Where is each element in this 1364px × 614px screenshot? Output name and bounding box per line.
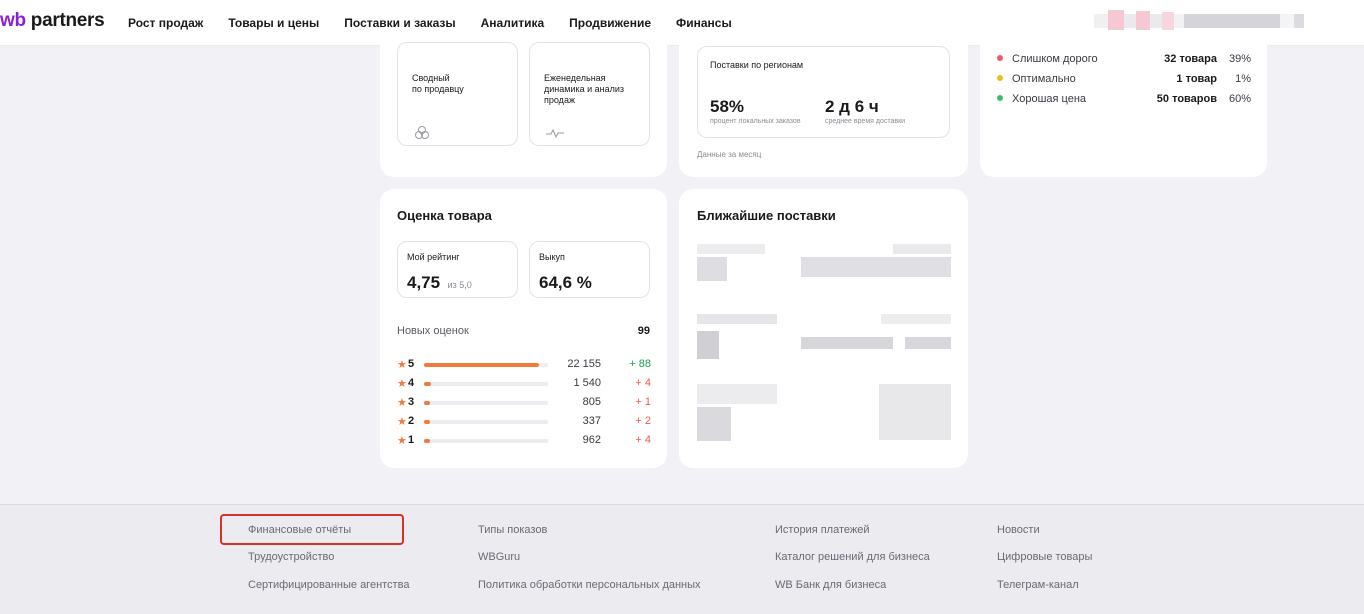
nearest-supplies-card: Ближайшие поставки xyxy=(679,189,968,468)
star-4-bar xyxy=(424,382,432,386)
reports-card: Сводный по продавцу Еженедельная динамик… xyxy=(380,30,667,177)
footer-link-employment[interactable]: Трудоустройство xyxy=(248,551,335,563)
star-5-bar xyxy=(424,363,540,367)
footer-link-news[interactable]: Новости xyxy=(997,524,1040,536)
wb-partners-logo[interactable]: wb partners xyxy=(0,10,105,31)
rating-title: Оценка товара xyxy=(397,208,492,223)
weekly-dynamics-tile[interactable]: Еженедельная динамика и анализ продаж xyxy=(529,42,650,146)
top-navigation-bar: wb partners Рост продаж Товары и цены По… xyxy=(0,0,1364,46)
new-reviews-value: 99 xyxy=(637,325,650,337)
local-orders-value: 58% xyxy=(710,97,745,116)
footer xyxy=(0,504,1364,614)
star-row-3: ★ 3 805 + 1 xyxy=(397,396,651,409)
nav-item-analytics[interactable]: Аналитика xyxy=(480,16,545,30)
red-dot-icon xyxy=(997,55,1003,62)
price-row-good-price[interactable]: Хорошая цена 50 товаров 60% xyxy=(997,93,1251,105)
regions-card: Поставки по регионам 58% процент локальн… xyxy=(679,30,968,177)
nav-item-finance[interactable]: Финансы xyxy=(676,16,732,30)
star-row-2: ★ 2 337 + 2 xyxy=(397,415,651,428)
price-analysis-card xyxy=(980,30,1267,177)
green-dot-icon xyxy=(997,95,1003,102)
supplies-title: Ближайшие поставки xyxy=(697,208,836,223)
footer-link-privacy-policy[interactable]: Политика обработки персональных данных xyxy=(478,579,701,591)
footer-link-display-types[interactable]: Типы показов xyxy=(478,524,548,536)
footer-link-digital-goods[interactable]: Цифровые товары xyxy=(997,551,1093,563)
new-reviews-label: Новых оценок xyxy=(397,325,469,337)
price-row-optimal[interactable]: Оптимально 1 товар 1% xyxy=(997,73,1251,85)
star-icon: ★ xyxy=(397,416,407,428)
coins-icon xyxy=(415,126,429,139)
footer-link-wb-bank[interactable]: WB Банк для бизнеса xyxy=(775,579,887,591)
pulse-icon xyxy=(546,128,564,138)
nav-item-sales-growth[interactable]: Рост продаж xyxy=(128,16,204,30)
highlight-box xyxy=(220,514,404,545)
star-2-bar xyxy=(424,420,430,424)
star-icon: ★ xyxy=(397,435,407,447)
star-row-1: ★ 1 962 + 4 xyxy=(397,434,651,447)
buyout-tile[interactable]: Выкуп 64,6 % xyxy=(529,241,650,298)
regions-stats-tile[interactable]: Поставки по регионам 58% процент локальн… xyxy=(697,46,950,138)
star-1-bar xyxy=(424,439,430,443)
footer-link-financial-reports[interactable]: Финансовые отчёты xyxy=(248,524,352,536)
footer-link-certified-agencies[interactable]: Сертифицированные агентства xyxy=(248,579,410,591)
footer-link-payment-history[interactable]: История платежей xyxy=(775,524,870,536)
main-nav: Рост продаж Товары и цены Поставки и зак… xyxy=(128,16,757,30)
my-rating-value: 4,75 xyxy=(407,273,441,292)
nav-item-goods-prices[interactable]: Товары и цены xyxy=(228,16,320,30)
nav-item-promotion[interactable]: Продвижение xyxy=(569,16,651,30)
regions-note: Данные за месяц xyxy=(697,150,762,159)
nav-item-supplies-orders[interactable]: Поставки и заказы xyxy=(344,16,456,30)
footer-link-wbguru[interactable]: WBGuru xyxy=(478,551,521,563)
buyout-value: 64,6 % xyxy=(539,273,592,292)
star-3-bar xyxy=(424,401,430,405)
yellow-dot-icon xyxy=(997,75,1003,82)
regions-title: Поставки по регионам xyxy=(710,60,804,70)
price-row-too-expensive[interactable]: Слишком дорого 32 товара 39% xyxy=(997,53,1251,65)
footer-link-business-solutions[interactable]: Каталог решений для бизнеса xyxy=(775,551,930,563)
my-rating-tile[interactable]: Мой рейтинг 4,75 из 5,0 xyxy=(397,241,518,298)
star-icon: ★ xyxy=(397,359,407,371)
star-row-4: ★ 4 1 540 + 4 xyxy=(397,377,651,390)
star-row-5: ★ 5 22 155 + 88 xyxy=(397,358,651,371)
star-icon: ★ xyxy=(397,378,407,390)
footer-link-telegram[interactable]: Телеграм-канал xyxy=(997,579,1079,591)
summary-report-tile[interactable]: Сводный по продавцу xyxy=(397,42,518,146)
star-icon: ★ xyxy=(397,397,407,409)
user-profile-blurred[interactable] xyxy=(1094,2,1348,40)
delivery-time-value: 2 д 6 ч xyxy=(825,97,879,116)
